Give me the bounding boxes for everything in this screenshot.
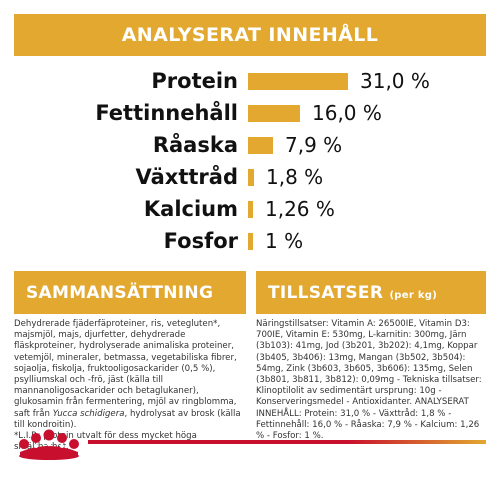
footer-line-accent xyxy=(348,440,486,444)
analysis-row: Fettinnehåll 16,0 % xyxy=(0,98,500,128)
analysis-row: Växttråd 1,8 % xyxy=(0,162,500,192)
analysis-row-bar xyxy=(248,137,273,154)
additives-body: Näringstillsatser: Vitamin A: 26500IE, V… xyxy=(256,319,482,442)
analysis-row-bar xyxy=(248,105,300,122)
analysis-row-value: 31,0 % xyxy=(360,69,430,93)
analysis-row: Kalcium 1,26 % xyxy=(0,194,500,224)
additives-title: TILLSATSER (per kg) xyxy=(256,283,437,303)
analysis-row-bar xyxy=(248,73,348,90)
analysis-row-value: 1,26 % xyxy=(265,197,335,221)
analysis-row-label: Fosfor xyxy=(163,229,238,253)
analysis-row-value: 1 % xyxy=(265,229,304,253)
analysis-row-value: 7,9 % xyxy=(285,133,343,157)
footer-line xyxy=(88,440,348,444)
composition-header: SAMMANSÄTTNING xyxy=(14,271,246,314)
analysis-row-bar xyxy=(248,169,254,186)
additives-unit: (per kg) xyxy=(389,289,438,301)
analysis-row: Råaska 7,9 % xyxy=(0,130,500,160)
composition-title: SAMMANSÄTTNING xyxy=(26,282,214,303)
analysis-row-value: 16,0 % xyxy=(312,101,382,125)
analysis-row-value: 1,8 % xyxy=(266,165,324,189)
analysis-title: ANALYSERAT INNEHÅLL xyxy=(121,24,379,46)
royal-canin-crown-icon xyxy=(14,426,84,466)
composition-text-italic: Yucca schidigera xyxy=(52,408,125,419)
analysis-row-label: Protein xyxy=(151,69,238,93)
additives-text: Näringstillsatser: Vitamin A: 26500IE, V… xyxy=(256,319,482,442)
analysis-row-label: Fettinnehåll xyxy=(95,101,238,125)
additives-header: TILLSATSER (per kg) xyxy=(256,271,486,314)
analysis-row: Protein 31,0 % xyxy=(0,66,500,96)
analysis-row: Fosfor 1 % xyxy=(0,226,500,256)
analysis-header: ANALYSERAT INNEHÅLL xyxy=(14,14,486,56)
analysis-row-label: Råaska xyxy=(152,133,238,157)
analysis-row-bar xyxy=(248,201,253,218)
analysis-row-label: Kalcium xyxy=(143,197,238,221)
analysis-table: Protein 31,0 % Fettinnehåll 16,0 % Råaska 7,9… xyxy=(0,66,500,256)
analysis-row-bar xyxy=(248,233,253,250)
analysis-row-label: Växttråd xyxy=(135,165,238,189)
additives-title-text: TILLSATSER xyxy=(268,282,384,303)
composition-text-before: Dehydrerade fjäderfäproteiner, ris, vete… xyxy=(14,319,237,419)
composition-text-after: , hydrolysat av brosk (källa till kondro… xyxy=(14,408,241,430)
